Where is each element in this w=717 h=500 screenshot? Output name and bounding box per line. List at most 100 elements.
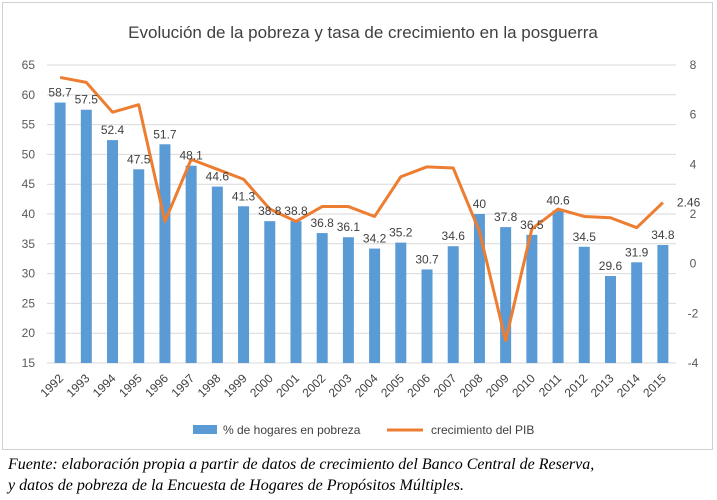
bar: [159, 144, 171, 363]
bar-data-label: 31.9: [625, 245, 649, 259]
x-tick-label: 2012: [562, 371, 591, 400]
x-tick-label: 2013: [588, 371, 617, 400]
bar-data-label: 58.7: [48, 86, 72, 100]
bar-data-label: 38.8: [284, 204, 308, 218]
bar: [316, 233, 328, 363]
y-left-tick-label: 35: [22, 237, 36, 251]
chart-frame: Evolución de la pobreza y tasa de crecim…: [2, 2, 713, 450]
x-tick-label: 2002: [300, 371, 329, 400]
chart-svg: Evolución de la pobreza y tasa de crecim…: [22, 23, 701, 437]
gridlines: [47, 64, 676, 364]
bar-data-label: 41.3: [232, 189, 256, 203]
y-left-tick-label: 40: [22, 207, 36, 221]
x-tick-label: 1997: [168, 371, 197, 400]
bar-data-label: 40: [473, 197, 487, 211]
legend-swatch-poverty: [193, 425, 217, 434]
x-tick-label: 1996: [142, 371, 171, 400]
x-tick-label: 2001: [273, 371, 302, 400]
x-tick-label: 2008: [457, 371, 486, 400]
bar: [526, 234, 538, 363]
x-tick-label: 1992: [37, 371, 66, 400]
growth-end-label: 2.46: [677, 196, 701, 210]
bar-data-label: 57.5: [75, 93, 99, 107]
bar: [631, 262, 643, 363]
bar: [54, 102, 66, 363]
y-left-tick-label: 55: [22, 118, 36, 132]
y-left-tick-label: 30: [22, 267, 36, 281]
bar-data-label: 37.8: [494, 210, 518, 224]
legend-label-growth: crecimiento del PIB: [431, 423, 534, 437]
bar: [238, 206, 250, 363]
x-tick-label: 1995: [116, 371, 145, 400]
bar-data-label: 34.6: [442, 229, 466, 243]
bar: [657, 244, 669, 363]
bar-data-label: 36.5: [520, 218, 544, 232]
bar: [107, 140, 119, 363]
x-tick-label: 2014: [614, 371, 643, 400]
x-tick-label: 2007: [431, 371, 460, 400]
left-axis: 15 20 25 30 35 40 45 50 55 60 65: [22, 58, 36, 370]
y-left-tick-label: 20: [22, 326, 36, 340]
y-left-tick-label: 45: [22, 177, 36, 191]
bar: [473, 214, 485, 363]
x-axis: 1992199319941995199619971998199920002001…: [37, 371, 669, 400]
y-right-tick-label: 2: [690, 207, 697, 221]
y-right-tick-label: 6: [690, 108, 697, 122]
bar: [421, 269, 433, 363]
x-tick-label: 1998: [195, 371, 224, 400]
bar: [80, 109, 92, 363]
bar-data-label: 38.8: [258, 204, 282, 218]
bar-data-label: 29.6: [599, 259, 623, 273]
x-tick-label: 2010: [509, 371, 538, 400]
x-tick-label: 2006: [404, 371, 433, 400]
bar: [447, 246, 459, 363]
y-left-tick-label: 50: [22, 147, 36, 161]
source-caption-line2: y datos de pobreza de la Encuesta de Hog…: [8, 477, 464, 494]
right-axis: -4 -2 0 2 4 6 8: [688, 58, 699, 370]
growth-line: 2.46: [59, 75, 701, 343]
bar: [290, 221, 302, 363]
bar-data-label: 40.6: [546, 193, 570, 207]
bar: [185, 165, 197, 363]
x-tick-label: 2003: [326, 371, 355, 400]
bars: [54, 102, 669, 363]
bar: [264, 221, 276, 363]
growth-series-line: [59, 75, 664, 343]
y-right-tick-label: 4: [690, 157, 697, 171]
x-tick-label: 2000: [247, 371, 276, 400]
x-tick-label: 1999: [221, 371, 250, 400]
x-tick-label: 2011: [536, 371, 564, 399]
x-tick-label: 2005: [378, 371, 407, 400]
y-right-tick-label: 8: [690, 58, 697, 72]
bar-data-label: 51.7: [153, 127, 177, 141]
x-tick-label: 2009: [483, 371, 512, 400]
bar-data-label: 48.1: [179, 149, 203, 163]
y-right-tick-label: -2: [688, 306, 699, 320]
bar: [395, 242, 407, 363]
bar-data-label: 36.8: [311, 216, 335, 230]
y-right-tick-label: 0: [690, 257, 697, 271]
bar-data-labels: 58.757.552.447.551.748.144.641.338.8 38.8…: [48, 86, 674, 273]
y-left-tick-label: 60: [22, 88, 36, 102]
y-left-tick-label: 65: [22, 58, 36, 72]
bar-data-label: 36.1: [337, 220, 361, 234]
bar: [604, 275, 616, 363]
bar-data-label: 30.7: [415, 252, 439, 266]
bar: [342, 237, 354, 363]
bar-data-label: 34.5: [573, 230, 597, 244]
bar-data-label: 44.6: [206, 170, 230, 184]
y-right-tick-label: -4: [688, 356, 699, 370]
x-tick-label: 2004: [352, 371, 381, 400]
bar-data-label: 34.8: [651, 228, 675, 242]
bar-data-label: 35.2: [389, 226, 413, 240]
legend: % de hogares en pobreza crecimiento del …: [193, 423, 534, 437]
x-tick-label: 1993: [64, 371, 93, 400]
bar-data-label: 52.4: [101, 123, 125, 137]
bar: [578, 246, 590, 363]
legend-label-poverty: % de hogares en pobreza: [223, 423, 361, 437]
bar: [211, 186, 223, 363]
source-caption-line1: Fuente: elaboración propia a partir de d…: [8, 456, 595, 473]
bar-data-label: 47.5: [127, 152, 151, 166]
x-tick-label: 2015: [640, 371, 669, 400]
y-left-tick-label: 25: [22, 296, 36, 310]
